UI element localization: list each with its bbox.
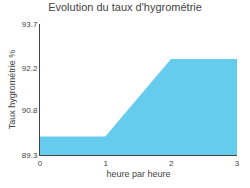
svg-text:heure par heure: heure par heure bbox=[106, 169, 170, 179]
svg-text:3: 3 bbox=[235, 159, 240, 168]
svg-text:Taux hygrométrie %: Taux hygrométrie % bbox=[7, 50, 17, 130]
svg-text:90.8: 90.8 bbox=[22, 106, 38, 115]
svg-text:2: 2 bbox=[169, 159, 174, 168]
svg-text:92.2: 92.2 bbox=[22, 64, 38, 73]
svg-text:93.7: 93.7 bbox=[22, 20, 38, 29]
svg-text:Evolution du taux d'hygrométri: Evolution du taux d'hygrométrie bbox=[48, 1, 202, 13]
svg-text:1: 1 bbox=[103, 159, 108, 168]
svg-text:89.3: 89.3 bbox=[22, 151, 38, 160]
svg-text:0: 0 bbox=[38, 159, 43, 168]
